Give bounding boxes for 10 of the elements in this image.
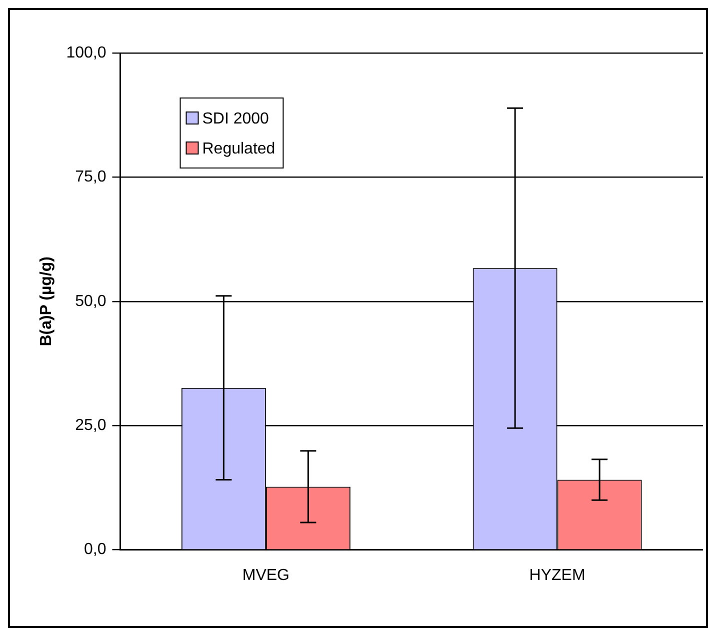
- y-tick-label: 0,0: [84, 541, 106, 558]
- y-tick-label: 50,0: [75, 292, 106, 310]
- x-tick-label: HYZEM: [529, 566, 586, 584]
- legend-label: Regulated: [202, 140, 276, 158]
- legend-label: SDI 2000: [202, 110, 270, 128]
- x-tick-label: MVEG: [242, 566, 290, 584]
- y-axis-title: B(a)P (µg/g): [38, 256, 56, 346]
- y-tick-label: 75,0: [75, 168, 106, 186]
- y-tick-label: 100,0: [66, 44, 106, 62]
- y-tick-label: 25,0: [75, 417, 106, 434]
